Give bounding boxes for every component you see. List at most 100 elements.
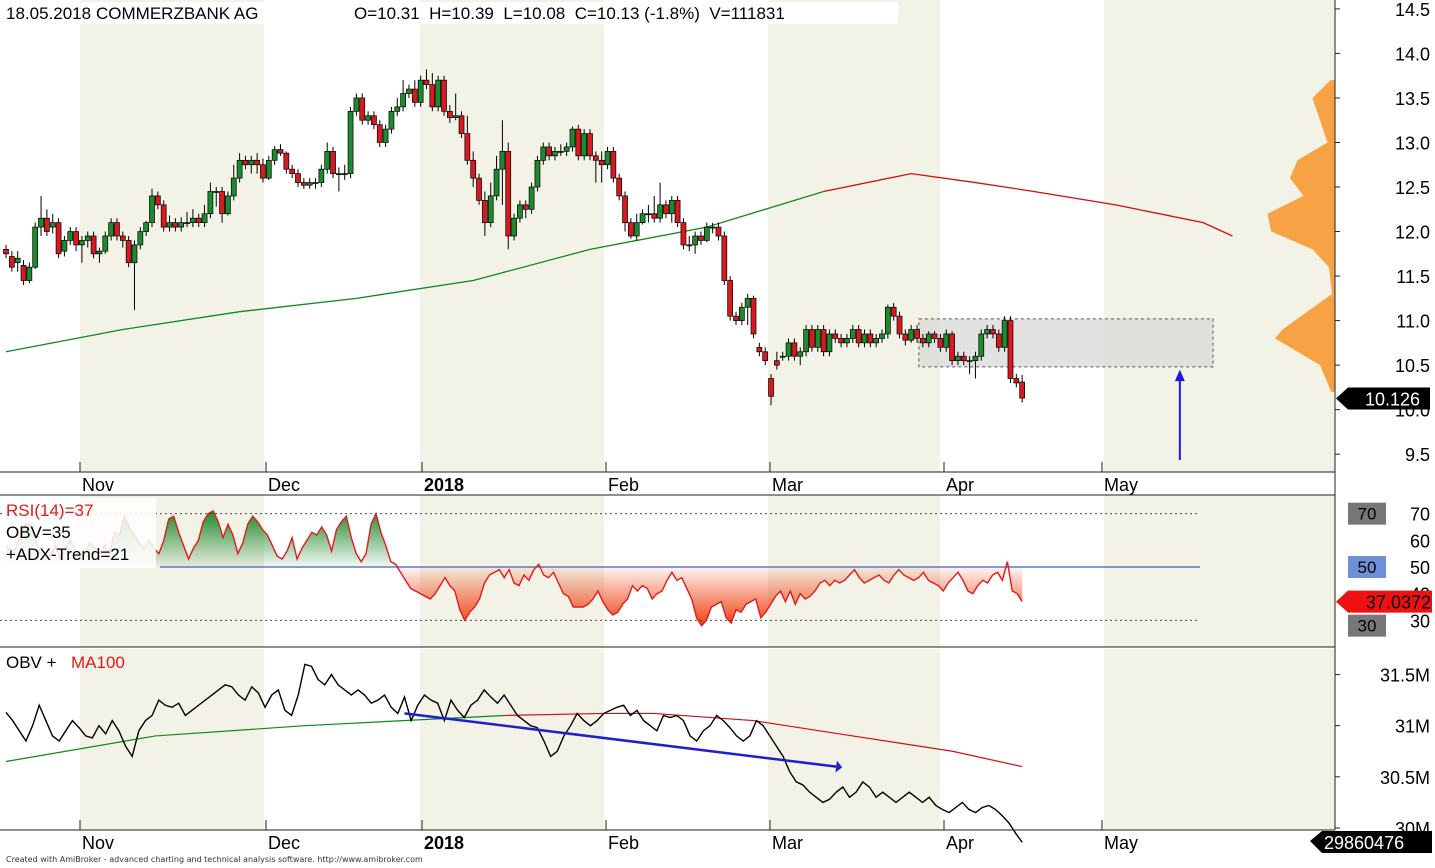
candle-body	[774, 360, 780, 366]
rsi-level-badge	[1348, 614, 1386, 637]
candle-body	[978, 333, 985, 357]
candle-body	[820, 329, 827, 353]
rsi-level-badge	[1348, 556, 1386, 578]
rsi-level-label: 70	[1358, 505, 1377, 524]
header-ohlc: O=10.31 H=10.39 L=10.08 C=10.13 (-1.8%) …	[354, 4, 785, 23]
candle-body	[178, 222, 185, 228]
candle-body	[359, 97, 366, 121]
header-date: 18.05.2018	[6, 4, 91, 23]
candle-body	[522, 204, 529, 210]
candle-body	[26, 266, 33, 281]
candle-body	[55, 222, 62, 255]
candle-body	[914, 329, 920, 339]
candle-body	[575, 128, 582, 157]
candle-body	[972, 355, 979, 362]
candle-body	[826, 333, 833, 353]
candle-body	[663, 204, 669, 215]
candle-body	[388, 110, 395, 130]
indicator-legend-bg	[2, 498, 156, 568]
xtick-label: Dec	[268, 475, 300, 495]
candle-body	[861, 333, 868, 344]
volume-profile	[1267, 80, 1335, 392]
candle-body	[435, 79, 442, 108]
candle-body	[371, 115, 377, 126]
candle-body	[394, 106, 401, 112]
candle-body	[873, 338, 880, 344]
indicator-ytick-label: 60	[1410, 531, 1430, 551]
obv-legend-ma: MA100	[71, 653, 125, 672]
candle-body	[190, 217, 196, 223]
obv-ytick-label: 31.5M	[1380, 666, 1430, 686]
candle-body	[879, 333, 885, 339]
candle-body	[195, 217, 202, 223]
candle-body	[546, 146, 552, 157]
xtick-label: Mar	[772, 833, 803, 853]
rsi-level-label: 30	[1358, 617, 1377, 636]
xtick-label: Dec	[268, 833, 300, 853]
candle-body	[756, 346, 763, 353]
candle-body	[242, 159, 249, 166]
indicator-panel: RSI(14)=37 OBV=35 +ADX-Trend=21	[0, 498, 1200, 627]
candle-body	[966, 360, 973, 363]
candle-body	[417, 79, 424, 103]
candle-body	[931, 333, 938, 339]
rsi-line	[5, 510, 1023, 627]
month-band	[1104, 649, 1335, 830]
obv-trend-arrowhead	[835, 760, 843, 773]
candle-body	[768, 378, 774, 397]
ma200-line-red	[823, 173, 1233, 237]
candle-body	[738, 306, 745, 321]
candle-body	[668, 200, 675, 215]
candle-body	[225, 195, 231, 215]
month-bands	[80, 0, 1335, 830]
candle-body	[20, 265, 27, 281]
candle-body	[779, 355, 786, 358]
candle-body	[213, 191, 220, 193]
candle-body	[160, 204, 167, 228]
candle-body	[809, 329, 815, 348]
candle-body	[236, 159, 243, 179]
candle-body	[32, 226, 39, 268]
candle-body	[832, 333, 839, 339]
candle-body	[44, 217, 50, 232]
candle-body	[406, 88, 412, 94]
price-ytick-label: 13.5	[1395, 89, 1430, 109]
candle-body	[639, 213, 646, 223]
xtick-label: Nov	[82, 475, 114, 495]
xtick-label: Feb	[608, 475, 639, 495]
candle-body	[622, 195, 628, 223]
xtick-label: Nov	[82, 833, 114, 853]
candle-body	[990, 329, 996, 335]
candle-body	[937, 338, 944, 348]
candle-body	[67, 231, 74, 241]
chart-header: 18.05.2018 COMMERZBANK AG O=10.31 H=10.3…	[2, 2, 898, 24]
candle-body	[727, 280, 734, 317]
candle-body	[698, 235, 704, 241]
candle-body	[248, 159, 255, 166]
candle-body	[920, 338, 926, 344]
price-panel	[3, 69, 1335, 460]
candle-body	[400, 93, 406, 108]
candle-body	[119, 235, 126, 241]
candle-body	[686, 244, 693, 247]
candle-body	[592, 155, 599, 161]
price-ytick-label: 13.0	[1395, 133, 1430, 153]
candle-body	[557, 151, 564, 153]
month-band	[768, 0, 940, 472]
candle-body	[102, 235, 109, 252]
xtick-label: Mar	[772, 475, 803, 495]
xtick-label: Feb	[608, 833, 639, 853]
candle-body	[283, 152, 290, 170]
candle-body	[154, 195, 161, 206]
candle-body	[143, 222, 150, 232]
candle-body	[108, 222, 114, 237]
indicator-ytick-label: 30	[1410, 611, 1430, 631]
candle-body	[925, 333, 932, 344]
obv-ma100-green	[5, 714, 505, 763]
candle-body	[785, 342, 792, 357]
candle-body	[184, 222, 190, 224]
xtick-label: 2018	[424, 833, 464, 853]
candle-body	[458, 115, 465, 134]
candle-body	[84, 235, 91, 241]
